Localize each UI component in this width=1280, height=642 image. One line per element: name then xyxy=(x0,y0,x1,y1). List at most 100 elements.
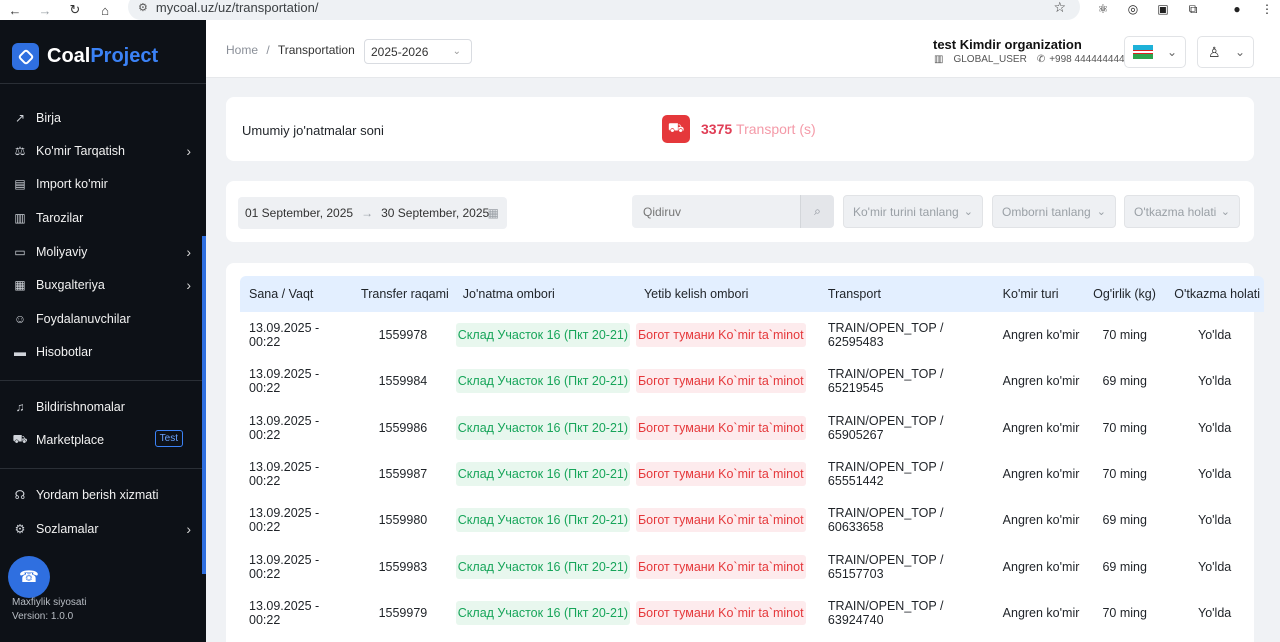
breadcrumb-current: Transportation xyxy=(277,43,355,57)
date-from[interactable]: 01 September, 2025 xyxy=(245,206,354,220)
cell-date: 13.09.2025 - 00:22 xyxy=(249,506,320,535)
column-header-transfer[interactable]: Transfer raqami xyxy=(352,276,454,312)
cell-transfer: 1559987 xyxy=(378,467,428,482)
user-meta: ▥ GLOBAL_USER ✆ +998 444444444 xyxy=(934,54,1125,65)
column-header-to[interactable]: Yetib kelish ombori xyxy=(634,276,819,312)
cell-transfer: 1559983 xyxy=(378,559,428,574)
sidebar-item-birja[interactable]: ↗ Birja xyxy=(0,104,203,132)
extension-color-icon[interactable]: ▣ xyxy=(1157,2,1169,16)
forward-icon[interactable]: → xyxy=(38,2,52,18)
sidebar-item-label: Ko'mir Tarqatish xyxy=(36,144,125,158)
column-header-from[interactable]: Jo'natma ombori xyxy=(453,276,635,312)
building-icon: ▥ xyxy=(934,54,944,65)
reload-icon[interactable]: ↻ xyxy=(69,2,81,17)
cell-coal-type: Angren ko'mir xyxy=(1002,559,1080,574)
support-chat-button[interactable]: ☎ xyxy=(8,556,50,598)
cell-transport: TRAIN/OPEN_TOP / 62595483 xyxy=(827,321,944,350)
language-select[interactable]: ⌄ xyxy=(1124,36,1186,68)
search-button[interactable]: ⌕ xyxy=(800,195,834,228)
transfer-status-placeholder: O'tkazma holati xyxy=(1134,204,1217,219)
table-row[interactable]: 13.09.2025 - 00:22 1559983 Склад Участок… xyxy=(240,543,1264,589)
table-row[interactable]: 13.09.2025 - 00:22 1559978 Склад Участок… xyxy=(240,312,1264,358)
privacy-policy-link[interactable]: Maxfiylik siyosati xyxy=(12,597,87,608)
chevron-down-icon: ⌄ xyxy=(1096,206,1106,218)
summary-value: 3375 Transport (s) xyxy=(701,121,816,137)
table-row[interactable]: 13.09.2025 - 00:22 1559986 Склад Участок… xyxy=(240,405,1264,451)
sidebar-divider xyxy=(0,468,206,469)
uzbekistan-flag-icon xyxy=(1133,45,1153,59)
sidebar-item-label: Bildirishnomalar xyxy=(36,400,125,414)
to-warehouse-tag: Богот тумани Ko`mir ta`minot xyxy=(635,462,806,487)
date-to[interactable]: 30 September, 2025 xyxy=(381,206,490,220)
sidebar-item-label: Hisobotlar xyxy=(36,345,93,359)
sidebar-item-label: Moliyaviy xyxy=(36,245,88,259)
sidebar-item-marketplace[interactable]: ⛟ Marketplace Test xyxy=(0,426,203,454)
column-header-transport[interactable]: Transport xyxy=(818,276,994,312)
cell-status: Yo'lda xyxy=(1198,559,1232,574)
user-menu-button[interactable]: ♙ ⌄ xyxy=(1197,36,1254,68)
transport-table-card: Sana / Vaqt Transfer raqami Jo'natma omb… xyxy=(226,263,1264,642)
column-header-weight[interactable]: Og'irlik (kg) xyxy=(1084,276,1166,312)
sidebar-item-moliyaviy[interactable]: ▭ Moliyaviy › xyxy=(0,238,203,266)
chevron-down-icon: ⌄ xyxy=(1220,206,1230,218)
cell-status: Yo'lda xyxy=(1198,467,1232,482)
sidebar-item-sozlamalar[interactable]: ⚙ Sozlamalar › xyxy=(0,515,203,543)
home-icon[interactable]: ⌂ xyxy=(101,2,109,18)
sidebar-item-hisobotlar[interactable]: ▬ Hisobotlar xyxy=(0,338,203,366)
to-warehouse-tag: Богот тумани Ko`mir ta`minot xyxy=(635,369,806,394)
year-select[interactable]: 2025-2026 ⌄ xyxy=(364,39,472,64)
table-row[interactable]: 13.09.2025 - 00:22 1559979 Склад Участок… xyxy=(240,590,1264,636)
logo-text-coal: Coal xyxy=(47,45,91,67)
sidebar-item-label: Birja xyxy=(36,111,62,125)
chevron-down-icon: ⌄ xyxy=(452,46,461,57)
column-header-status[interactable]: O'tkazma holati xyxy=(1165,276,1264,312)
profile-avatar[interactable]: ● xyxy=(1233,2,1241,16)
chevron-right-icon: › xyxy=(186,244,191,260)
logo[interactable]: CoalProject xyxy=(12,43,158,70)
warehouse-select[interactable]: Omborni tanlang ⌄ xyxy=(992,195,1116,228)
site-settings-icon[interactable]: ⚙ xyxy=(138,1,148,14)
extension-react-icon[interactable]: ⚛ xyxy=(1097,2,1109,16)
address-bar[interactable]: ⚙ mycoal.uz/uz/transportation/ ☆ xyxy=(128,0,1080,20)
sidebar-item-bildirishnomalar[interactable]: ♫ Bildirishnomalar xyxy=(0,393,203,421)
filters-card: 01 September, 2025 → 30 September, 2025 … xyxy=(226,181,1254,242)
sidebar-item-komir-tarqatish[interactable]: ⚖ Ko'mir Tarqatish › xyxy=(0,137,203,165)
cell-transfer: 1559979 xyxy=(378,605,428,620)
cell-weight: 70 ming xyxy=(1102,605,1147,620)
user-phone: +998 444444444 xyxy=(1049,54,1125,65)
logo-text-project: Project xyxy=(90,45,159,67)
sidebar-item-yordam[interactable]: ☊ Yordam berish xizmati xyxy=(0,481,203,509)
cell-transfer: 1559978 xyxy=(378,328,428,343)
extension-circle-icon[interactable]: ◎ xyxy=(1127,2,1139,16)
back-icon[interactable]: ← xyxy=(8,2,22,18)
from-warehouse-tag: Склад Участок 16 (Пкт 20-21) xyxy=(455,369,631,394)
sidebar-item-tarozilar[interactable]: ▥ Tarozilar xyxy=(0,204,203,232)
cell-transport: TRAIN/OPEN_TOP / 65157703 xyxy=(827,552,944,581)
coal-type-placeholder: Ko'mir turini tanlang xyxy=(853,204,959,219)
breadcrumb: Home / Transportation xyxy=(226,43,355,57)
search-input[interactable] xyxy=(632,195,800,228)
table-row[interactable]: 13.09.2025 - 00:22 1559984 Склад Участок… xyxy=(240,358,1264,404)
sidebar-item-buxgalteriya[interactable]: ▦ Buxgalteriya › xyxy=(0,271,203,299)
browser-menu-icon[interactable]: ⋮ xyxy=(1261,2,1273,16)
to-warehouse-tag: Богот тумани Ko`mir ta`minot xyxy=(635,554,806,579)
cell-coal-type: Angren ko'mir xyxy=(1002,513,1080,528)
shipments-summary-card: Umumiy jo'natmalar soni ⛟ 3375 Transport… xyxy=(226,97,1254,161)
table-row[interactable]: 13.09.2025 - 00:22 1559980 Склад Участок… xyxy=(240,497,1264,543)
sidebar-item-import-komir[interactable]: ▤ Import ko'mir xyxy=(0,170,203,198)
column-header-date[interactable]: Sana / Vaqt xyxy=(240,276,353,312)
user-role: GLOBAL_USER xyxy=(953,54,1027,65)
table-row[interactable]: 13.09.2025 - 00:22 1559987 Склад Участок… xyxy=(240,451,1264,497)
bookmark-star-icon[interactable]: ☆ xyxy=(1053,0,1066,15)
sidebar-item-foydalanuvchilar[interactable]: ☺ Foydalanuvchilar xyxy=(0,305,203,333)
warehouse-placeholder: Omborni tanlang xyxy=(1002,204,1091,219)
breadcrumb-home[interactable]: Home xyxy=(226,43,259,57)
date-range-picker[interactable]: 01 September, 2025 → 30 September, 2025 … xyxy=(238,197,507,229)
extensions-puzzle-icon[interactable]: ⧉ xyxy=(1188,1,1198,16)
cell-status: Yo'lda xyxy=(1198,513,1232,528)
coal-type-select[interactable]: Ko'mir turini tanlang ⌄ xyxy=(843,195,983,228)
column-header-coal-type[interactable]: Ko'mir turi xyxy=(993,276,1085,312)
gear-icon: ⚙ xyxy=(14,522,26,536)
sidebar-scrollbar[interactable] xyxy=(202,236,206,574)
transfer-status-select[interactable]: O'tkazma holati ⌄ xyxy=(1124,195,1240,228)
